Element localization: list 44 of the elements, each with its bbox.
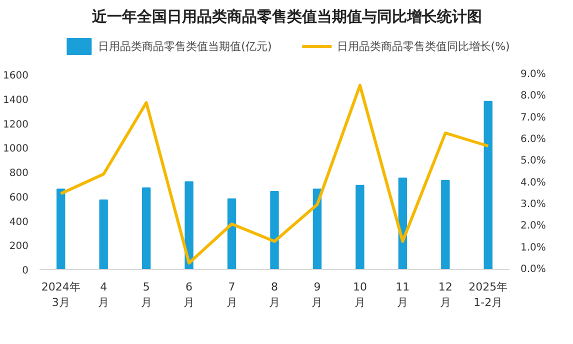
y2-tick-label: 5.0% (520, 156, 546, 167)
x-tick-label: 6 月 (184, 280, 195, 310)
bar (356, 184, 364, 270)
chart-title: 近一年全国日用品类商品零售类值当期值与同比增长统计图 (91, 8, 482, 26)
legend-label: 日用品类商品零售类值同比增长(%) (336, 38, 510, 54)
y2-tick-label: 7.0% (520, 112, 546, 124)
y2-tick-label: 1.0% (520, 242, 546, 254)
y-tick-label: 1400 (3, 94, 29, 106)
y-tick-label: 1600 (3, 70, 29, 82)
legend-label: 日用品类商品零售类值当期值(亿元) (98, 38, 272, 54)
y-tick-label: 1000 (3, 144, 29, 155)
y2-tick-label: 2.0% (520, 220, 546, 232)
line-series (59, 84, 490, 264)
bar (484, 100, 492, 270)
x-tick-label: 10 月 (352, 280, 367, 310)
x-tick-label: 11 月 (396, 280, 410, 310)
y-tick-label: 0 (22, 266, 29, 276)
x-tick-label: 2025年 1-2月 (468, 280, 508, 310)
y-tick-label: 800 (9, 168, 29, 179)
x-tick-label: 8 月 (269, 280, 280, 310)
x-tick-label: 9 月 (312, 280, 323, 310)
bar (227, 198, 236, 270)
bar (56, 188, 66, 270)
x-tick-label: 2024年 3月 (41, 280, 80, 310)
bar (142, 187, 151, 270)
y2-tick-label: 3.0% (520, 199, 546, 210)
x-tick-label: 7 月 (226, 280, 238, 310)
y-tick-label: 200 (9, 241, 29, 252)
y2-tick-label: 9.0% (520, 69, 546, 80)
bar (441, 180, 450, 270)
x-tick-label: 5 月 (140, 280, 152, 310)
y-tick-label: 1200 (3, 119, 29, 130)
bar (270, 191, 279, 270)
y-tick-label: 400 (9, 216, 29, 228)
y2-tick-label: 0.0% (520, 264, 546, 275)
y2-tick-label: 8.0% (520, 90, 546, 102)
y2-tick-label: 4.0% (520, 177, 546, 188)
x-tick-label: 12 月 (438, 280, 452, 310)
y2-tick-label: 6.0% (520, 134, 546, 145)
bar (312, 188, 322, 270)
bar (184, 181, 194, 270)
x-tick-label: 4 月 (98, 280, 110, 310)
bar (99, 200, 108, 270)
y-tick-label: 600 (9, 192, 29, 204)
